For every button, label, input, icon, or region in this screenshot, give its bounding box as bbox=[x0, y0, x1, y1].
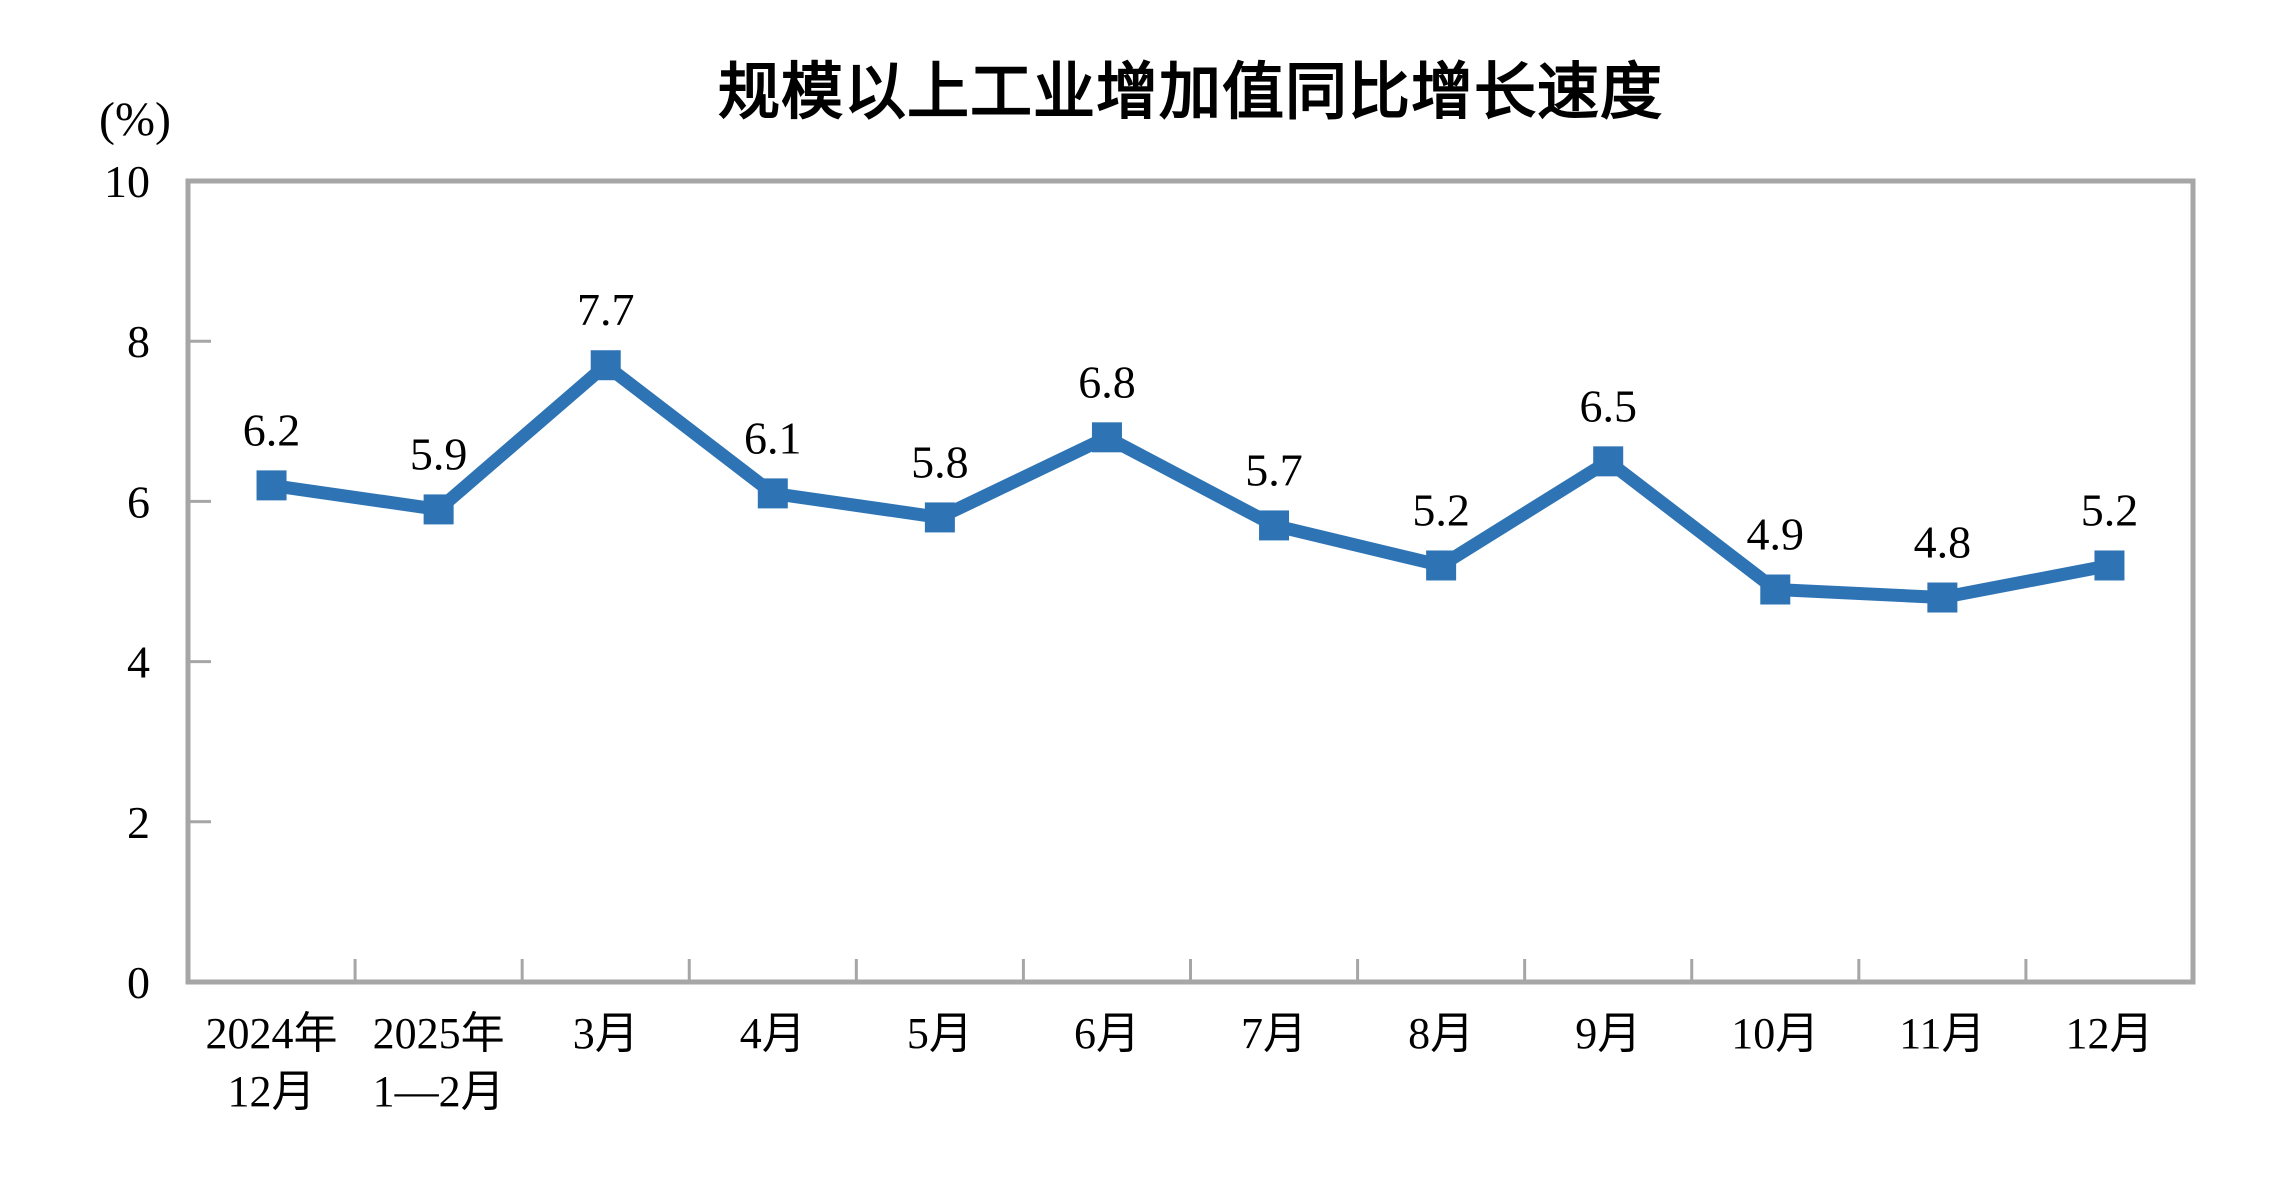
x-axis-category-label: 5月 bbox=[907, 1009, 973, 1058]
data-point-marker bbox=[924, 502, 955, 533]
data-point-label: 4.9 bbox=[1747, 509, 1805, 560]
data-point-marker bbox=[256, 470, 287, 501]
x-axis-category-label-line: 9月 bbox=[1575, 1009, 1641, 1058]
x-axis-category-label: 3月 bbox=[573, 1009, 639, 1058]
data-point-marker bbox=[2094, 550, 2125, 581]
x-axis-category-label-line: 4月 bbox=[740, 1009, 806, 1058]
data-point-label: 7.7 bbox=[577, 284, 635, 335]
x-axis-category-label-line: 2025年 bbox=[373, 1009, 505, 1058]
x-axis-category-label-line: 10月 bbox=[1731, 1009, 1819, 1058]
x-axis-category-label-line: 1—2月 bbox=[373, 1067, 505, 1116]
y-axis-tick-label: 6 bbox=[127, 476, 150, 527]
plot-border bbox=[185, 178, 2196, 985]
data-point-marker bbox=[1091, 422, 1122, 453]
data-point-marker bbox=[1927, 582, 1958, 613]
x-axis-category-label: 6月 bbox=[1074, 1009, 1140, 1058]
x-axis-category-label: 4月 bbox=[740, 1009, 806, 1058]
x-axis-category-label: 11月 bbox=[1899, 1009, 1985, 1058]
data-point-marker bbox=[1259, 510, 1290, 541]
data-point-label: 6.8 bbox=[1078, 356, 1136, 407]
data-point-marker bbox=[1426, 550, 1457, 581]
x-axis-category-label-line: 12月 bbox=[2065, 1009, 2153, 1058]
data-point-label: 4.8 bbox=[1914, 517, 1972, 568]
series-line bbox=[265, 358, 2116, 605]
x-axis-category-label: 9月 bbox=[1575, 1009, 1641, 1058]
data-point-label: 5.7 bbox=[1245, 444, 1303, 495]
x-axis-category-label-line: 5月 bbox=[907, 1009, 973, 1058]
x-axis-category-label: 2024年 12月 bbox=[206, 1009, 338, 1116]
x-axis-category-label: 7月 bbox=[1241, 1009, 1307, 1058]
data-point-label: 5.8 bbox=[911, 436, 969, 487]
data-point-label: 5.2 bbox=[1412, 484, 1470, 535]
x-axis-category-label-line: 8月 bbox=[1408, 1009, 1474, 1058]
data-point-label: 5.9 bbox=[410, 428, 468, 479]
y-axis-tick-label: 8 bbox=[127, 316, 150, 367]
data-point-marker bbox=[423, 494, 454, 525]
data-point-marker bbox=[590, 350, 621, 381]
y-axis-tick-label: 2 bbox=[127, 797, 150, 848]
data-point-label: 6.2 bbox=[243, 404, 301, 455]
x-axis-category-label: 8月 bbox=[1408, 1009, 1474, 1058]
x-axis-category-label-line: 6月 bbox=[1074, 1009, 1140, 1058]
data-point-marker bbox=[1760, 574, 1791, 605]
x-axis-category-label-line: 2024年 bbox=[206, 1009, 338, 1058]
y-axis-tick-label: 10 bbox=[104, 156, 150, 207]
y-axis-tick-label: 4 bbox=[127, 637, 150, 688]
x-axis-category-label: 12月 bbox=[2065, 1009, 2153, 1058]
data-point-label: 6.1 bbox=[744, 412, 802, 463]
chart-title: 规模以上工业增加值同比增长速度 bbox=[717, 58, 1663, 127]
x-axis-category-label: 10月 bbox=[1731, 1009, 1819, 1058]
x-axis-category-label: 2025年 1—2月 bbox=[373, 1009, 505, 1116]
x-axis-category-label-line: 12月 bbox=[228, 1067, 316, 1116]
x-axis-category-label-line: 7月 bbox=[1241, 1009, 1307, 1058]
y-axis-unit-label: (%) bbox=[99, 93, 171, 146]
data-point-marker bbox=[757, 478, 788, 509]
x-axis-category-label-line: 3月 bbox=[573, 1009, 639, 1058]
data-point-marker bbox=[1593, 446, 1624, 477]
data-point-label: 6.5 bbox=[1579, 380, 1637, 431]
x-axis-category-label-line: 11月 bbox=[1899, 1009, 1985, 1058]
data-point-label: 5.2 bbox=[2081, 484, 2139, 535]
y-axis-tick-label: 0 bbox=[127, 957, 150, 1008]
